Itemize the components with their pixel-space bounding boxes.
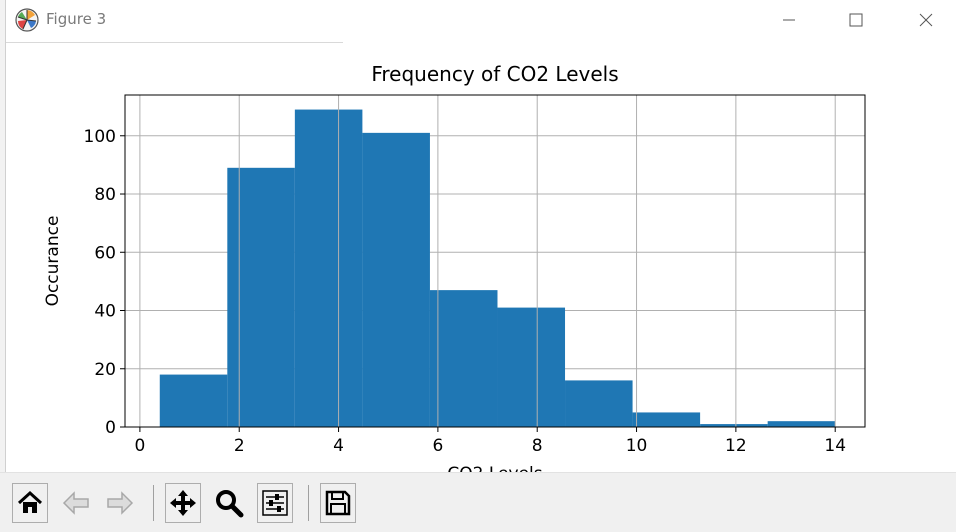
minimize-icon xyxy=(783,19,795,21)
close-icon xyxy=(919,13,933,27)
x-tick-label: 4 xyxy=(333,436,344,456)
x-tick-label: 8 xyxy=(532,436,543,456)
axes-frame xyxy=(124,94,866,428)
figure-canvas[interactable]: 0 2 4 6 8 10 12 14 0 20 40 60 80 100 Frequency of CO2… xyxy=(6,44,956,472)
minimize-button[interactable] xyxy=(766,4,812,36)
window-title: Figure 3 xyxy=(46,10,107,28)
x-tick-label: 14 xyxy=(824,436,846,456)
histogram-bar xyxy=(565,380,633,427)
toolbar-separator xyxy=(153,485,154,521)
chart-title: Frequency of CO2 Levels xyxy=(371,62,618,86)
y-tick-label: 100 xyxy=(84,127,116,147)
histogram-bar xyxy=(294,109,363,427)
x-tick-label: 2 xyxy=(234,436,245,456)
histogram-bar xyxy=(632,412,701,427)
title-divider xyxy=(6,42,343,43)
y-tick-label: 20 xyxy=(94,360,116,380)
home-button[interactable] xyxy=(12,483,48,523)
x-tick-label: 12 xyxy=(725,436,747,456)
histogram-bar xyxy=(429,290,498,427)
y-tick-label: 0 xyxy=(105,418,116,438)
forward-button[interactable] xyxy=(102,483,138,523)
histogram-bar xyxy=(700,424,768,427)
x-tick-label: 0 xyxy=(134,436,145,456)
pan-button[interactable] xyxy=(165,483,201,523)
y-tick-label: 40 xyxy=(94,302,116,322)
toolbar-separator xyxy=(308,485,309,521)
x-tick-label: 10 xyxy=(626,436,648,456)
configure-subplots-button[interactable] xyxy=(257,483,293,523)
matplotlib-app-icon xyxy=(15,8,39,32)
magnifier-icon xyxy=(216,490,244,518)
back-button[interactable] xyxy=(58,483,94,523)
histogram-chart: 0 2 4 6 8 10 12 14 0 20 40 60 80 100 Frequency of CO2… xyxy=(43,62,866,472)
move-icon xyxy=(170,490,196,516)
x-axis-label: CO2 Levels xyxy=(447,464,542,472)
arrow-right-icon xyxy=(107,491,134,515)
home-icon xyxy=(17,490,43,513)
arrow-left-icon xyxy=(62,491,89,515)
floppy-disk-icon xyxy=(325,490,351,516)
y-axis-label: Occurance xyxy=(43,216,63,307)
window-left-border xyxy=(0,0,6,531)
histogram-bar xyxy=(362,132,430,427)
histogram-bar xyxy=(159,374,228,427)
histogram-bar xyxy=(497,307,566,427)
close-button[interactable] xyxy=(903,4,949,36)
x-tick-label: 6 xyxy=(432,436,443,456)
title-bar xyxy=(6,0,956,42)
maximize-icon xyxy=(849,13,863,27)
navigation-toolbar xyxy=(0,472,956,532)
zoom-button[interactable] xyxy=(211,483,247,523)
histogram-bar xyxy=(767,421,836,427)
maximize-button[interactable] xyxy=(833,4,879,36)
y-tick-label: 60 xyxy=(94,243,116,263)
save-button[interactable] xyxy=(320,483,356,523)
y-tick-label: 80 xyxy=(94,185,116,205)
sliders-icon xyxy=(262,490,288,516)
histogram-bar xyxy=(227,167,295,427)
